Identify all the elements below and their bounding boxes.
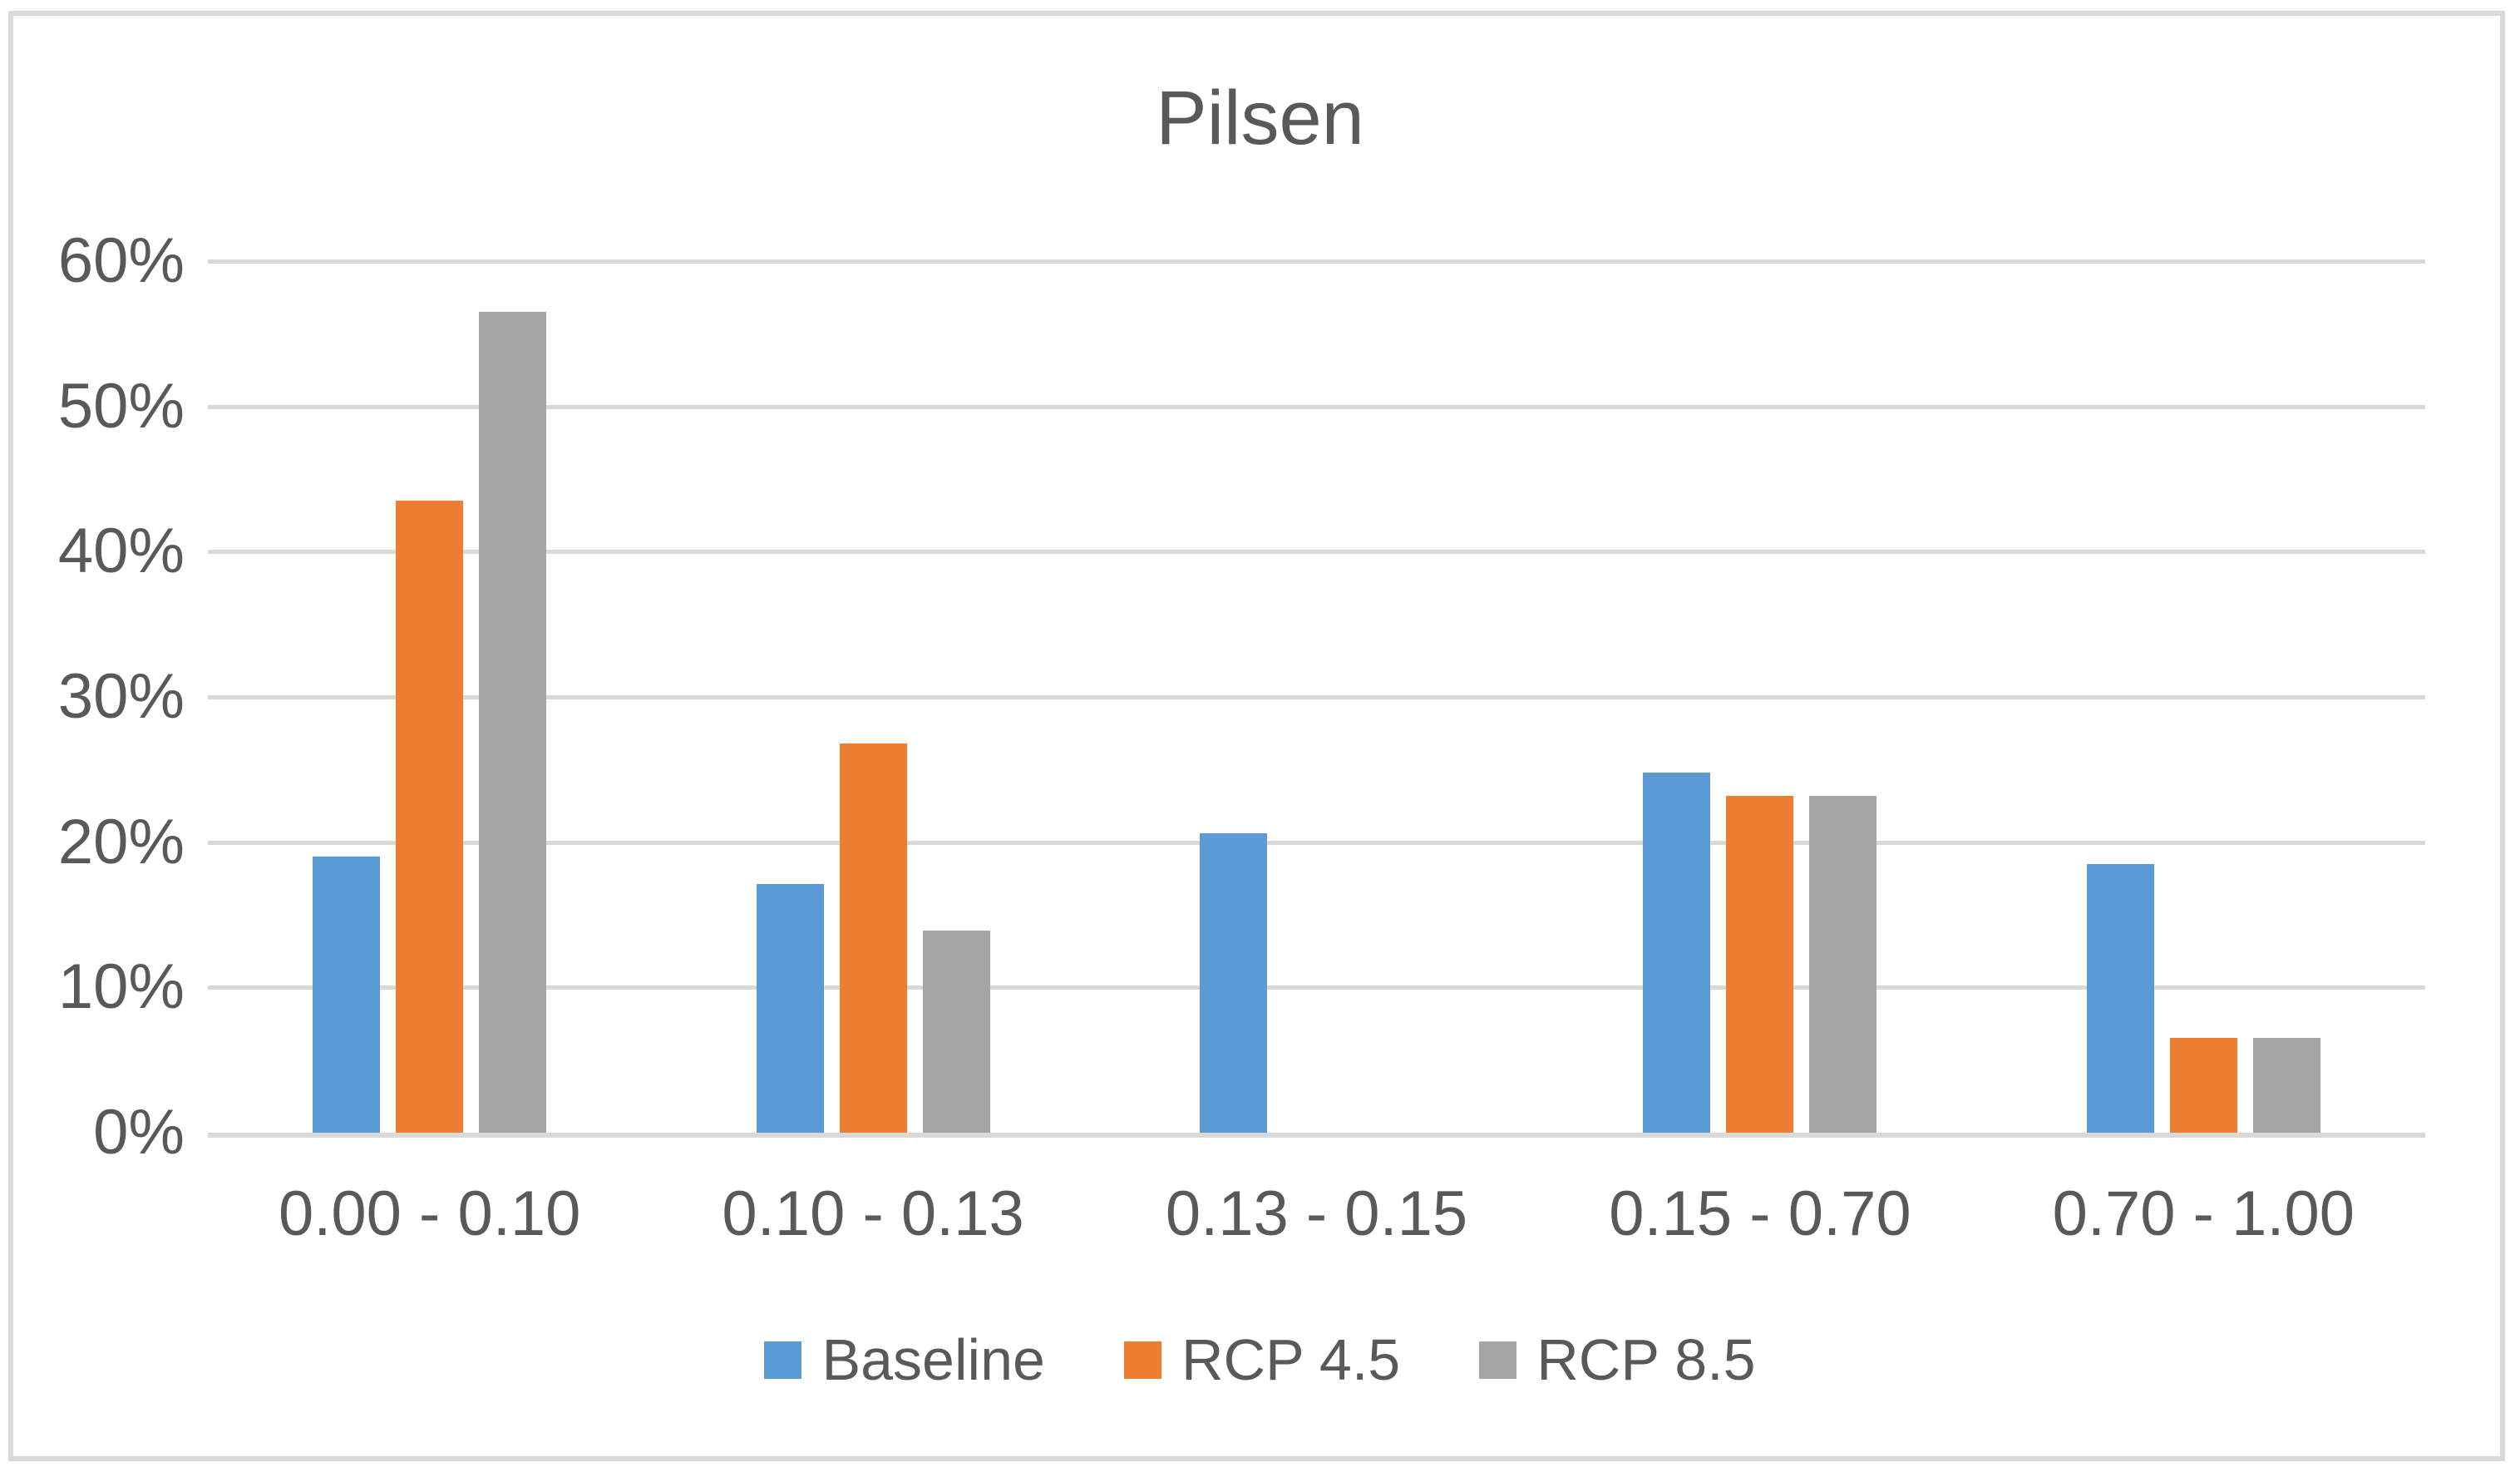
- legend-label-baseline: Baseline: [821, 1327, 1045, 1392]
- legend-label-rcp-4-5: RCP 4.5: [1181, 1327, 1401, 1392]
- y-axis: 60% 50% 40% 30% 20% 10% 0%: [0, 230, 185, 1164]
- chart-title: Pilsen: [1156, 76, 1364, 161]
- gridline: [208, 695, 2425, 699]
- bar-rcp-8-5-group-1: [479, 312, 547, 1133]
- legend-swatch-rcp-4-5: [1123, 1341, 1161, 1379]
- plot-area: [208, 259, 2425, 1138]
- x-axis: 0.00 - 0.10 0.10 - 0.13 0.13 - 0.15 0.15 - …: [208, 1177, 2425, 1252]
- legend: Baseline RCP 4.5 RCP 8.5: [0, 1331, 2520, 1389]
- legend-label-rcp-8-5: RCP 8.5: [1536, 1327, 1756, 1392]
- bar-group-3: [1095, 261, 1538, 1133]
- legend-item-rcp-4-5: RCP 4.5: [1123, 1327, 1401, 1392]
- gridline: [208, 840, 2425, 845]
- y-axis-tick-label: 50%: [57, 370, 185, 442]
- bar-baseline-group-4: [1643, 772, 1711, 1133]
- bar-baseline-group-3: [1200, 833, 1268, 1133]
- legend-item-baseline: Baseline: [764, 1331, 1045, 1389]
- bar-rcp-4-5-group-5: [2169, 1038, 2237, 1133]
- y-axis-tick-label: 10%: [57, 951, 185, 1023]
- x-axis-line: [208, 1133, 2425, 1138]
- bar-rcp-8-5-group-4: [1809, 795, 1877, 1133]
- legend-item-rcp-8-5: RCP 8.5: [1479, 1327, 1756, 1392]
- bar-group-4: [1538, 261, 1981, 1133]
- y-axis-tick-label: 20%: [57, 806, 185, 877]
- x-axis-category-label: 0.10 - 0.13: [722, 1178, 1024, 1249]
- x-axis-category-label: 0.15 - 0.70: [1609, 1178, 1911, 1249]
- y-axis-tick-label: 0%: [93, 1097, 185, 1168]
- bar-baseline-group-2: [756, 884, 824, 1133]
- bar-rcp-4-5-group-1: [396, 501, 464, 1133]
- legend-swatch-rcp-8-5: [1479, 1341, 1517, 1379]
- y-axis-tick-label: 40%: [57, 516, 185, 587]
- x-axis-category-label: 0.70 - 1.00: [2052, 1178, 2355, 1249]
- bar-group-5: [1982, 261, 2425, 1133]
- bar-group-1: [208, 261, 651, 1133]
- bar-baseline-group-1: [313, 857, 381, 1133]
- bar-baseline-group-5: [2086, 863, 2154, 1133]
- bar-group-2: [651, 261, 1094, 1133]
- legend-swatch-baseline: [764, 1341, 802, 1379]
- bar-rcp-4-5-group-2: [839, 743, 907, 1133]
- gridline: [208, 550, 2425, 555]
- x-axis-category-label: 0.13 - 0.15: [1165, 1178, 1468, 1249]
- bar-rcp-4-5-group-4: [1726, 795, 1794, 1133]
- y-axis-tick-label: 60%: [57, 225, 185, 296]
- x-axis-category-label: 0.00 - 0.10: [279, 1178, 581, 1249]
- bar-rcp-8-5-group-5: [2252, 1038, 2320, 1133]
- gridline: [208, 985, 2425, 990]
- gridline: [208, 404, 2425, 409]
- gridline: [208, 259, 2425, 264]
- y-axis-tick-label: 30%: [57, 661, 185, 732]
- bar-rcp-8-5-group-2: [922, 931, 990, 1133]
